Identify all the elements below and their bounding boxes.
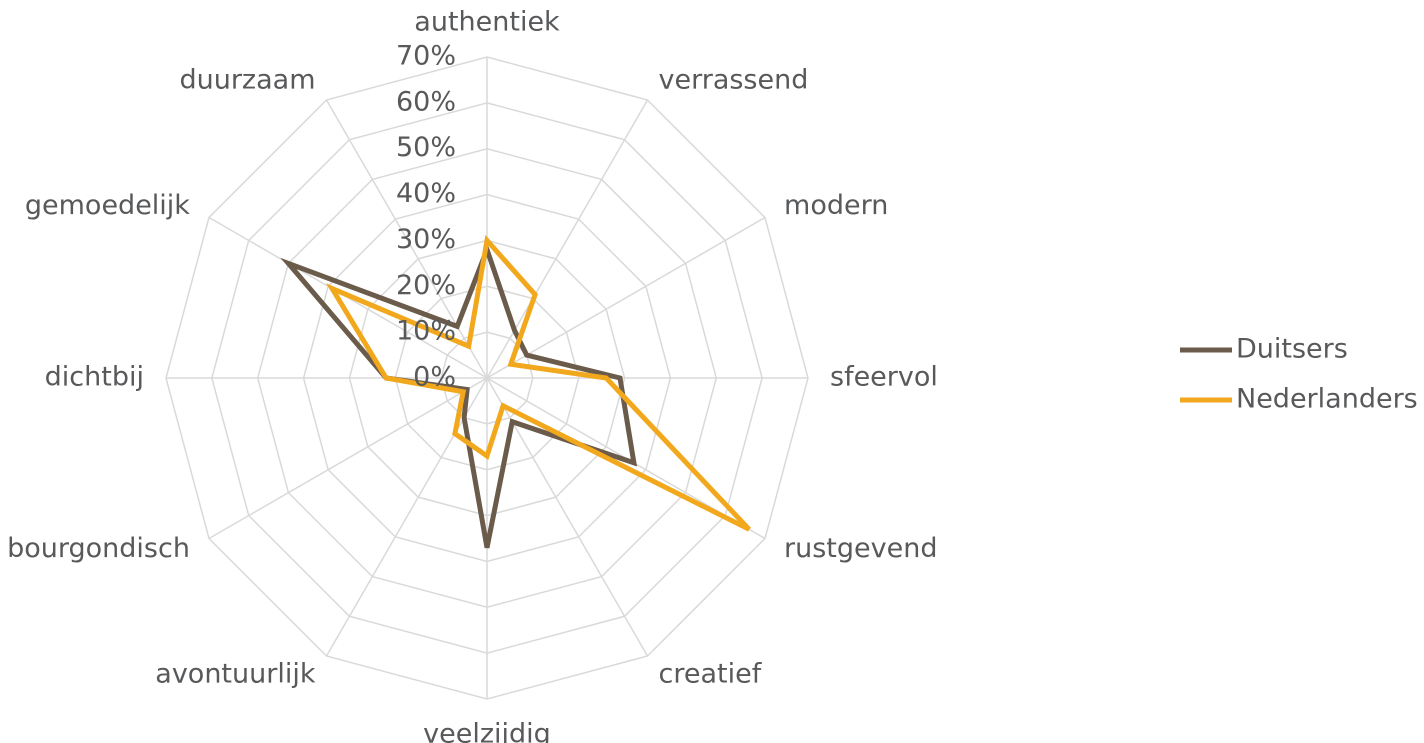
category-label: sfeervol [830,362,938,393]
spoke [208,377,488,540]
category-label: bourgondisch [7,533,190,564]
grid-line [348,239,626,517]
series-line [280,242,638,549]
category-label: authentiek [414,7,560,38]
category-label: duurzaam [179,64,315,95]
spoke [325,377,488,657]
category-label: veelzijdig [423,719,551,743]
y-tick-label: 70% [396,41,456,72]
grid-line [394,285,580,471]
category-label: avontuurlijk [155,659,316,690]
y-tick-label: 20% [396,270,456,301]
legend-label: Duitsers [1236,334,1348,365]
y-tick-label: 0% [413,362,456,393]
spoke [486,216,766,379]
y-tick-label: 10% [396,316,456,347]
category-label: rustgevend [784,533,937,564]
y-tick-label: 30% [396,224,456,255]
spoke [325,99,488,379]
series-line [325,234,751,532]
category-label: gemoedelijk [25,190,190,221]
category-label: verrassend [659,64,809,95]
grid-line [211,102,763,654]
grid-line [165,56,809,700]
category-label: dichtbij [45,362,144,393]
y-tick-label: 40% [396,178,456,209]
y-tick-label: 60% [396,86,456,117]
legend-label: Nederlanders [1236,384,1418,415]
category-label: modern [784,190,888,221]
y-tick-label: 50% [396,132,456,163]
category-label: creatief [659,659,763,690]
